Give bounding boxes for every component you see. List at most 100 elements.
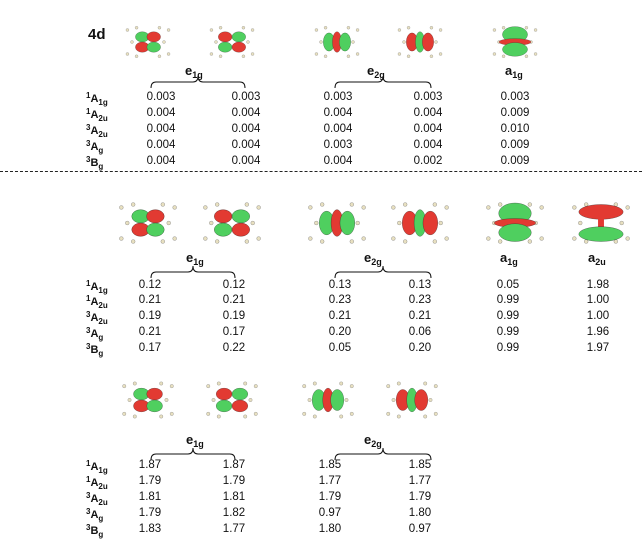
hydrogen-atom [216,381,221,386]
occupation-value: 0.004 [231,107,261,119]
occupation-value: 0.21 [408,310,432,322]
hydrogen-atom [132,381,137,386]
hydrogen-atom [349,202,354,207]
hydrogen-atom [429,54,434,58]
hydrogen-atom [625,236,630,241]
hydrogen-atom [396,381,401,386]
lobe [339,211,355,235]
occupation-value: 0.97 [318,507,342,519]
hydrogen-atom [346,54,351,58]
lobe [231,41,246,53]
hydrogen-atom [250,220,255,226]
occupation-value: 1.82 [222,507,246,519]
hydrogen-atom [533,52,538,56]
hydrogen-atom [244,239,249,244]
lobe [216,399,233,413]
lobe [422,211,438,235]
hydrogen-atom [203,205,208,210]
grouping-brace [334,265,432,279]
state-label: 1A2u [86,475,108,491]
hydrogen-atom [406,54,411,58]
hydrogen-atom [361,205,366,210]
lobe [146,31,161,43]
hydrogen-atom [160,202,165,207]
orbital-a1g [483,22,547,62]
hydrogen-atom [307,398,312,402]
occupation-value: 1.77 [318,475,342,487]
lobe [231,209,250,224]
lobe [231,387,248,401]
hydrogen-atom [308,236,313,241]
lobe [330,389,344,411]
hydrogen-atom [524,26,529,30]
orbital-e2g-b [388,22,452,62]
occupation-value: 0.004 [146,107,176,119]
state-label: 1A1g [86,459,108,475]
occupation-value: 0.004 [413,123,443,135]
state-label: 3Bg [86,523,104,539]
occupation-value: 0.003 [146,91,176,103]
occupation-value: 0.004 [231,155,261,167]
hydrogen-atom [406,26,411,30]
hydrogen-atom [386,384,391,389]
lobe [231,399,248,413]
hydrogen-atom [539,236,544,241]
hydrogen-atom [320,202,325,207]
hydrogen-atom [403,202,408,207]
orbital-e2g-b-image [391,202,449,244]
hydrogen-atom [386,411,391,416]
lobe [146,399,163,413]
occupation-value: 1.79 [318,491,342,503]
occupation-value: 0.004 [146,155,176,167]
hydrogen-atom [166,28,171,32]
orbital-e1g-b [199,375,265,425]
occupation-value: 0.004 [231,123,261,135]
hydrogen-atom [323,54,328,58]
hydrogen-atom [244,202,249,207]
hydrogen-atom [125,220,130,226]
hydrogen-atom [256,205,261,210]
state-label: 1A1g [86,91,108,107]
orbital-e2g-b [383,188,457,258]
hydrogen-atom [166,220,171,226]
hydrogen-atom [302,384,307,389]
hydrogen-atom [122,384,127,389]
occupation-value: 0.002 [413,155,443,167]
hydrogen-atom [339,414,344,419]
occupation-value: 0.009 [500,107,530,119]
hydrogen-atom [172,205,177,210]
hydrogen-atom [572,205,577,210]
grouping-brace [150,265,236,279]
hydrogen-atom [246,40,250,44]
lobe [218,41,233,53]
orbital-a1g [478,188,552,258]
occupation-value: 0.003 [231,91,261,103]
symmetry-label-e2g: e2g [367,63,385,80]
hydrogen-atom [492,52,497,56]
occupation-value: 0.20 [328,326,352,338]
hydrogen-atom [243,381,248,386]
orbital-e2g-a-image [314,26,360,58]
hydrogen-atom [428,398,433,402]
hydrogen-atom [533,28,538,32]
occupation-value: 1.81 [222,491,246,503]
occupation-value: 0.004 [413,107,443,119]
hydrogen-atom [433,384,438,389]
hydrogen-atom [527,202,532,207]
lobe [146,209,165,224]
hydrogen-atom [159,414,164,419]
hydrogen-atom [361,236,366,241]
occupation-value: 1.85 [318,459,342,471]
occupation-value: 0.17 [138,342,162,354]
occupation-value: 0.22 [222,342,246,354]
hydrogen-atom [501,26,506,30]
occupation-value: 0.23 [328,294,352,306]
hydrogen-atom [391,236,396,241]
hydrogen-atom [250,28,255,32]
orbital-e1g-a-image [122,381,174,419]
hydrogen-atom [215,239,220,244]
orbital-e2g-a [295,375,361,425]
hydrogen-atom [434,40,438,44]
hydrogen-atom [391,398,396,402]
hydrogen-atom [119,236,124,241]
